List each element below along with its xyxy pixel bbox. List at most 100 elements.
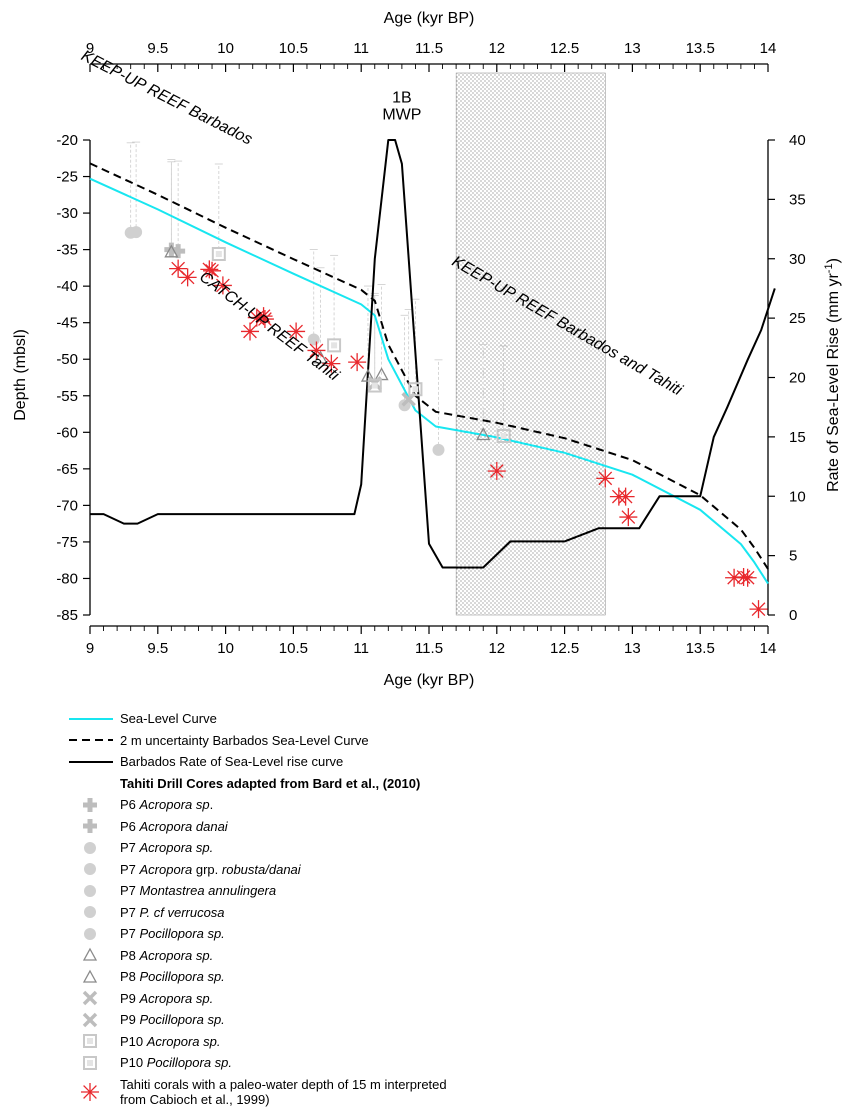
data-point-star: [725, 568, 744, 587]
data-point-star: [200, 260, 219, 279]
data-point-circle: [84, 841, 96, 854]
legend-label: P7 Acropora sp.: [120, 840, 214, 856]
sea-level-chart: 9 9 9.5 9.5 10 10 10.5 10.5 11 11 11.5 11.5 12 12 12.5…: [12, 10, 842, 689]
circle-marker: [84, 863, 96, 876]
square-marker-icon: [83, 1034, 97, 1049]
x-tick-label-top: 11: [353, 40, 369, 57]
legend-label: P10 Acropora sp.: [120, 1033, 221, 1049]
y-right-tick-label: 40: [789, 132, 806, 149]
x-axis-title-bottom: Age (kyr BP): [384, 672, 475, 689]
y-left-tick-label: -80: [56, 570, 78, 587]
legend-label: P6 Acropora sp.: [120, 797, 214, 813]
star-marker: [596, 469, 615, 488]
legend-label: Barbados Rate of Sea-Level rise curve: [120, 754, 344, 770]
data-point-circle: [84, 884, 96, 897]
red-star-marker-icon: [81, 1082, 99, 1101]
legend-item-p6-0: P6 Acropora sp.: [60, 794, 820, 816]
x-tick-label-bottom: 11.5: [415, 640, 443, 657]
plus-marker-icon: [83, 797, 97, 812]
y-left-tick-label: -40: [56, 278, 78, 295]
data-point-star: [178, 268, 197, 287]
legend-item-cabioch: Tahiti corals with a paleo-water depth o…: [60, 1074, 820, 1110]
y-axis-title-right-close: ): [825, 258, 842, 263]
shaded-interval: [455, 72, 606, 616]
y-right-tick-label: 25: [789, 310, 806, 327]
data-point-circle: [432, 443, 445, 456]
y-axis-title-right-exponent: -1: [823, 263, 835, 273]
data-point-star: [169, 259, 188, 278]
circle-marker: [432, 443, 445, 456]
circle-marker: [84, 884, 96, 897]
square-marker-outer: [496, 428, 511, 443]
star-marker: [734, 568, 753, 586]
data-point-square: [496, 428, 511, 443]
x-tick-label-top: 11.5: [415, 40, 443, 57]
square-marker-inner: [87, 1059, 93, 1066]
data-point-star: [241, 322, 260, 341]
data-point-triangle: [82, 969, 98, 983]
triangle-marker-icon: [82, 947, 98, 961]
series-line-2: [90, 139, 776, 569]
x-tick-label-bottom: 13.5: [686, 640, 715, 657]
circle-marker: [84, 841, 96, 854]
cross-marker: [82, 1012, 98, 1027]
data-point-circle: [130, 226, 143, 239]
plus-marker: [171, 244, 186, 259]
series-line-1: [89, 162, 769, 570]
y-left-tick-label: -50: [56, 351, 78, 368]
y-left-tick-label: -35: [56, 242, 78, 259]
circle-marker: [307, 333, 320, 346]
data-point-square: [211, 247, 226, 261]
triangle-marker: [164, 244, 179, 258]
star-marker: [169, 259, 188, 278]
y-left-tick-label: -65: [56, 461, 78, 478]
data-point-circle: [84, 863, 96, 876]
dashed-line-icon: [69, 739, 113, 742]
square-marker-inner: [215, 251, 222, 257]
x-tick-label-top: 13.5: [686, 40, 715, 57]
data-point-cross: [82, 991, 98, 1006]
star-marker: [287, 322, 306, 341]
square-marker-inner: [500, 432, 507, 439]
x-tick-label-top: 14: [760, 40, 777, 57]
y-right-tick-label: 10: [789, 488, 806, 505]
y-right-tick-label: 5: [789, 548, 797, 565]
legend-item-p7-2: P7 Acropora sp.: [60, 837, 820, 859]
star-marker: [200, 260, 219, 279]
legend-item-p7-5: P7 P. cf verrucosa: [60, 902, 820, 924]
square-marker-inner: [412, 386, 419, 393]
x-tick-label-top: 9.5: [147, 40, 168, 57]
solid-line-icon: [69, 760, 113, 763]
legend-item-p9-10: P9 Pocillopora sp.: [60, 1009, 820, 1031]
data-point-square: [83, 1034, 97, 1049]
star-marker: [487, 462, 506, 481]
triangle-marker: [313, 350, 328, 364]
y-left-tick-label: -25: [56, 169, 78, 186]
triangle-marker: [476, 427, 491, 441]
circle-marker: [130, 226, 143, 239]
legend-item-p7-6: P7 Pocillopora sp.: [60, 923, 820, 945]
legend-label: P9 Acropora sp.: [120, 990, 214, 1006]
star-marker: [725, 568, 744, 587]
data-point-circle: [307, 333, 320, 346]
data-point-plus: [171, 244, 186, 259]
data-point-square: [327, 338, 342, 353]
circle-marker-icon: [84, 863, 96, 876]
data-point-circle: [84, 906, 96, 919]
star-marker: [322, 354, 341, 373]
y-left-tick-label: -70: [56, 497, 78, 514]
data-point-star: [487, 462, 506, 481]
data-point-triangle: [82, 947, 98, 961]
y-right-tick-label: 30: [789, 251, 806, 268]
series-line-0: [89, 177, 769, 585]
legend-item-p9-9: P9 Acropora sp.: [60, 988, 820, 1010]
data-point-star: [322, 354, 341, 373]
square-marker-outer: [211, 247, 226, 261]
triangle-marker: [82, 947, 98, 961]
star-marker: [247, 308, 266, 327]
data-point-star: [254, 307, 273, 326]
data-point-star: [307, 341, 326, 360]
legend-item-p6-1: P6 Acropora danai: [60, 816, 820, 838]
y-right-tick-label: 20: [789, 370, 806, 387]
legend: Sea-Level Curve 2 m uncertainty Barbados…: [60, 708, 820, 1110]
